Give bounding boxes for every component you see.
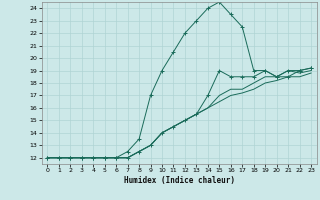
X-axis label: Humidex (Indice chaleur): Humidex (Indice chaleur) (124, 176, 235, 185)
